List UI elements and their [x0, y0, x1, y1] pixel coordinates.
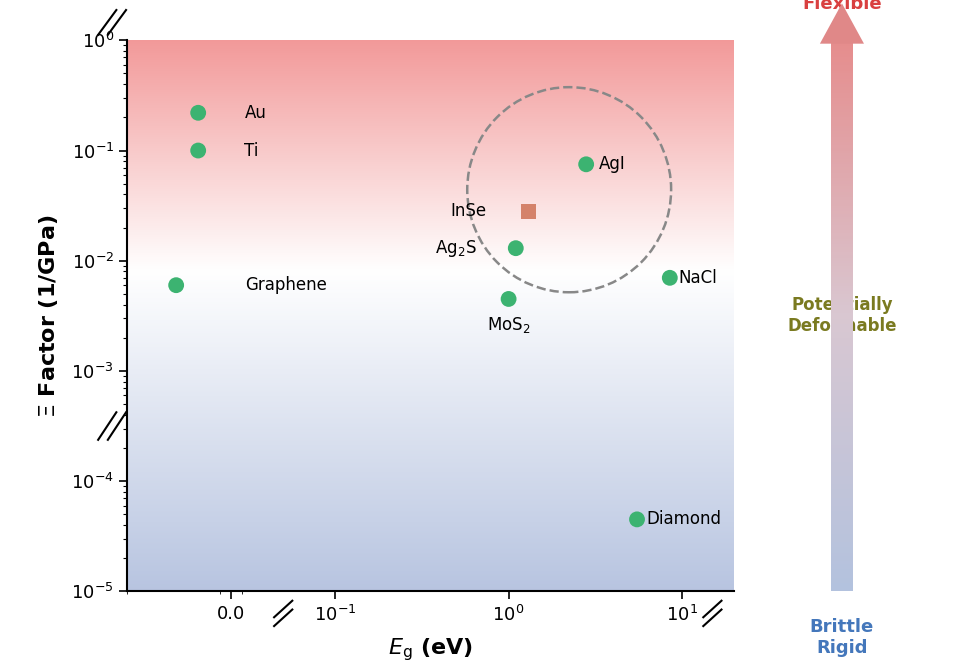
Point — [501, 294, 516, 304]
Point — [190, 108, 205, 118]
Text: Au: Au — [244, 103, 266, 122]
Text: Brittle
Rigid: Brittle Rigid — [809, 618, 873, 657]
Point — [578, 159, 594, 169]
X-axis label: $\mathit{E}_{\rm g}$ (eV): $\mathit{E}_{\rm g}$ (eV) — [388, 636, 472, 663]
Text: AgI: AgI — [598, 155, 625, 173]
Point — [508, 243, 523, 253]
Text: Graphene: Graphene — [245, 276, 327, 294]
Point — [520, 206, 536, 217]
Point — [629, 514, 645, 525]
Text: Ag$_2$S: Ag$_2$S — [434, 238, 475, 259]
Text: Ti: Ti — [244, 142, 258, 159]
Point — [168, 280, 184, 290]
Text: Potentially
Deformable: Potentially Deformable — [786, 296, 896, 335]
Point — [190, 145, 205, 156]
Text: NaCl: NaCl — [678, 269, 716, 287]
Text: InSe: InSe — [450, 202, 486, 220]
Text: Diamond: Diamond — [645, 510, 721, 528]
Text: Plastic
Flexible: Plastic Flexible — [801, 0, 881, 13]
Text: MoS$_2$: MoS$_2$ — [486, 315, 530, 335]
Y-axis label: $\Xi$ Factor (1/GPa): $\Xi$ Factor (1/GPa) — [37, 214, 60, 417]
Point — [661, 272, 677, 283]
